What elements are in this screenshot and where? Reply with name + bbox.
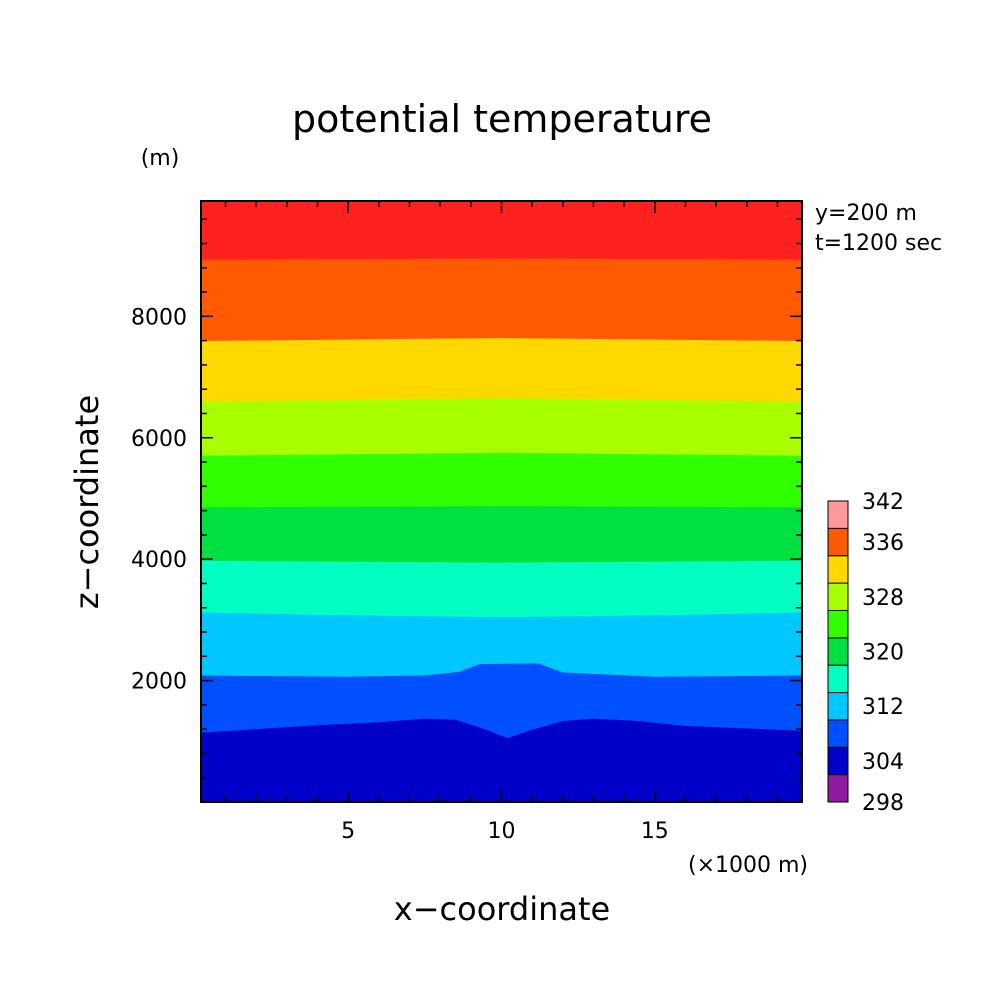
- y-unit-label: (m): [141, 146, 180, 171]
- y-tick-labels: 2000 4000 6000 8000: [131, 305, 187, 694]
- contour-bands: [200, 200, 803, 803]
- x-tick-labels: 5 10 15: [341, 819, 669, 844]
- colorbar-swatch: [827, 664, 849, 694]
- colorbar-swatch: [827, 555, 849, 584]
- y-tick-label: 2000: [131, 670, 187, 695]
- contour-band: [200, 559, 803, 618]
- colorbar-swatch: [827, 637, 849, 666]
- contour-band: [200, 505, 803, 563]
- contour-band: [200, 337, 803, 402]
- colorbar-swatch: [827, 609, 849, 639]
- contour-band: [200, 451, 803, 508]
- colorbar-swatch: [827, 582, 849, 611]
- colorbar-swatch: [827, 692, 849, 721]
- x-tick-label: 10: [488, 819, 516, 844]
- colorbar-swatch: [827, 527, 849, 557]
- colorbar: [827, 500, 849, 803]
- x-tick-label: 5: [341, 819, 355, 844]
- colorbar-label: 336: [862, 531, 904, 556]
- colorbar-labels: 298 304 312 320 328 336 342: [862, 490, 904, 816]
- chart-title: potential temperature: [292, 97, 712, 141]
- colorbar-swatch: [827, 774, 849, 803]
- y-tick-label: 4000: [131, 548, 187, 573]
- y-tick-label: 6000: [131, 427, 187, 452]
- y-axis-label: z−coordinate: [68, 395, 106, 609]
- info-line-t: t=1200 sec: [815, 231, 942, 256]
- colorbar-label: 298: [862, 791, 904, 816]
- colorbar-label: 304: [862, 750, 904, 775]
- colorbar-label: 320: [862, 641, 904, 666]
- colorbar-swatch: [827, 719, 849, 748]
- colorbar-label: 312: [862, 695, 904, 720]
- colorbar-swatch: [827, 746, 849, 776]
- x-tick-label: 15: [641, 819, 669, 844]
- colorbar-label: 342: [862, 490, 904, 515]
- y-tick-label: 8000: [131, 305, 187, 330]
- x-unit-label: (×1000 m): [688, 853, 808, 878]
- info-line-y: y=200 m: [815, 201, 917, 226]
- contour-band: [200, 397, 803, 456]
- x-axis-label: x−coordinate: [394, 890, 610, 928]
- plot-frame: [200, 200, 803, 803]
- colorbar-swatch: [827, 500, 849, 529]
- contour-band: [200, 257, 803, 342]
- colorbar-label: 328: [862, 586, 904, 611]
